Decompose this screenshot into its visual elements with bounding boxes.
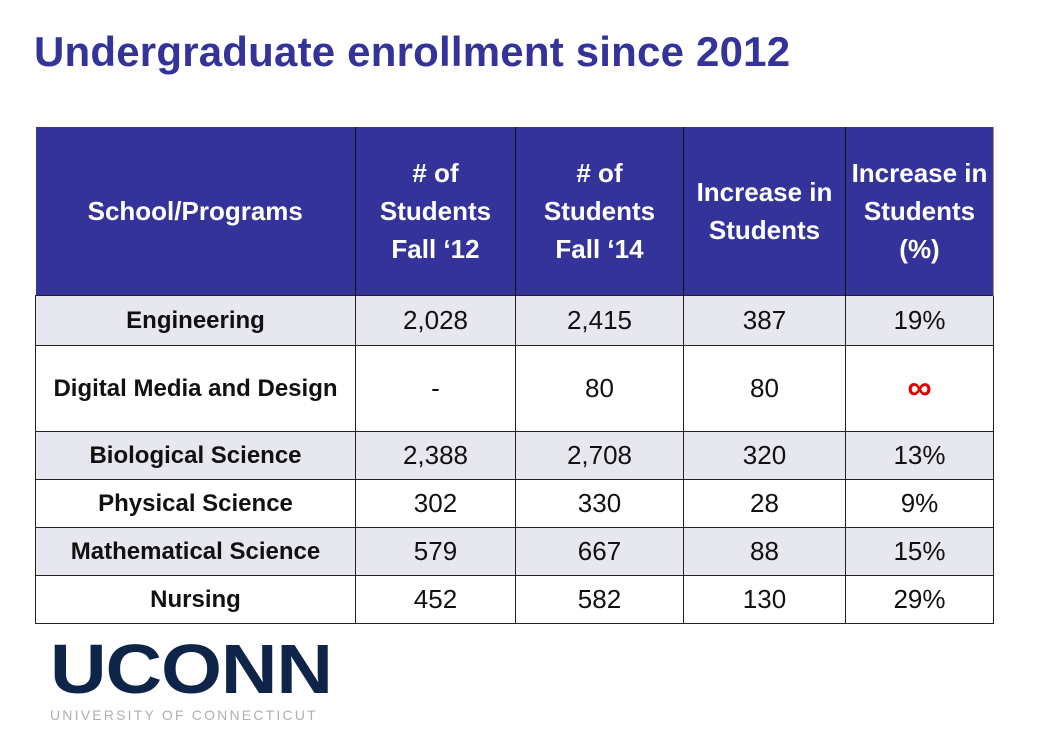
table-row: Nursing 452 582 130 29% — [35, 575, 994, 624]
cell-program: Biological Science — [35, 431, 356, 480]
cell-pct: 19% — [845, 295, 994, 346]
cell-program: Physical Science — [35, 479, 356, 528]
cell-pct: 9% — [845, 479, 994, 528]
cell-fall14: 2,708 — [515, 431, 684, 480]
table-row: Engineering 2,028 2,415 387 19% — [35, 295, 994, 346]
table-header-row: School/Programs # of Students Fall ‘12 #… — [35, 127, 994, 296]
cell-fall12: 2,388 — [355, 431, 516, 480]
table-row: Mathematical Science 579 667 88 15% — [35, 527, 994, 576]
table-row: Digital Media and Design -80 80 ∞ — [35, 345, 994, 432]
header-increase: Increase in Students — [683, 127, 846, 296]
cell-fall12: 302 — [355, 479, 516, 528]
cell-pct: 15% — [845, 527, 994, 576]
cell-pct: 13% — [845, 431, 994, 480]
table-row: Biological Science 2,388 2,708 320 13% — [35, 431, 994, 480]
cell-increase: 320 — [683, 431, 846, 480]
table-row: Physical Science 302 330 28 9% — [35, 479, 994, 528]
cell-program: Nursing — [35, 575, 356, 624]
cell-fall12: - — [355, 345, 516, 432]
cell-increase: 387 — [683, 295, 846, 346]
cell-fall14: 582 — [515, 575, 684, 624]
cell-program: Mathematical Science — [35, 527, 356, 576]
header-fall12: # of Students Fall ‘12 — [355, 127, 516, 296]
uconn-logo: UCONN UNIVERSITY OF CONNECTICUT — [50, 634, 333, 723]
cell-increase: 88 — [683, 527, 846, 576]
cell-pct: 29% — [845, 575, 994, 624]
header-fall14: # of Students Fall ‘14 — [515, 127, 684, 296]
cell-pct: ∞ — [845, 345, 994, 432]
cell-increase: 130 — [683, 575, 846, 624]
enrollment-table: School/Programs # of Students Fall ‘12 #… — [35, 127, 994, 624]
cell-fall12: 2,028 — [355, 295, 516, 346]
cell-fall14: 80 — [515, 345, 684, 432]
page-title: Undergraduate enrollment since 2012 — [34, 28, 791, 75]
logo-wordmark: UCONN — [50, 630, 333, 708]
cell-increase: 28 — [683, 479, 846, 528]
cell-fall12: 579 — [355, 527, 516, 576]
header-program: School/Programs — [35, 127, 356, 296]
cell-program: Digital Media and Design — [35, 345, 356, 432]
cell-fall12: 452 — [355, 575, 516, 624]
cell-fall14: 667 — [515, 527, 684, 576]
cell-increase: 80 — [683, 345, 846, 432]
cell-program: Engineering — [35, 295, 356, 346]
cell-fall14: 2,415 — [515, 295, 684, 346]
cell-fall14: 330 — [515, 479, 684, 528]
logo-subtitle: UNIVERSITY OF CONNECTICUT — [50, 707, 318, 723]
header-increase-pct: Increase in Students (%) — [845, 127, 994, 296]
